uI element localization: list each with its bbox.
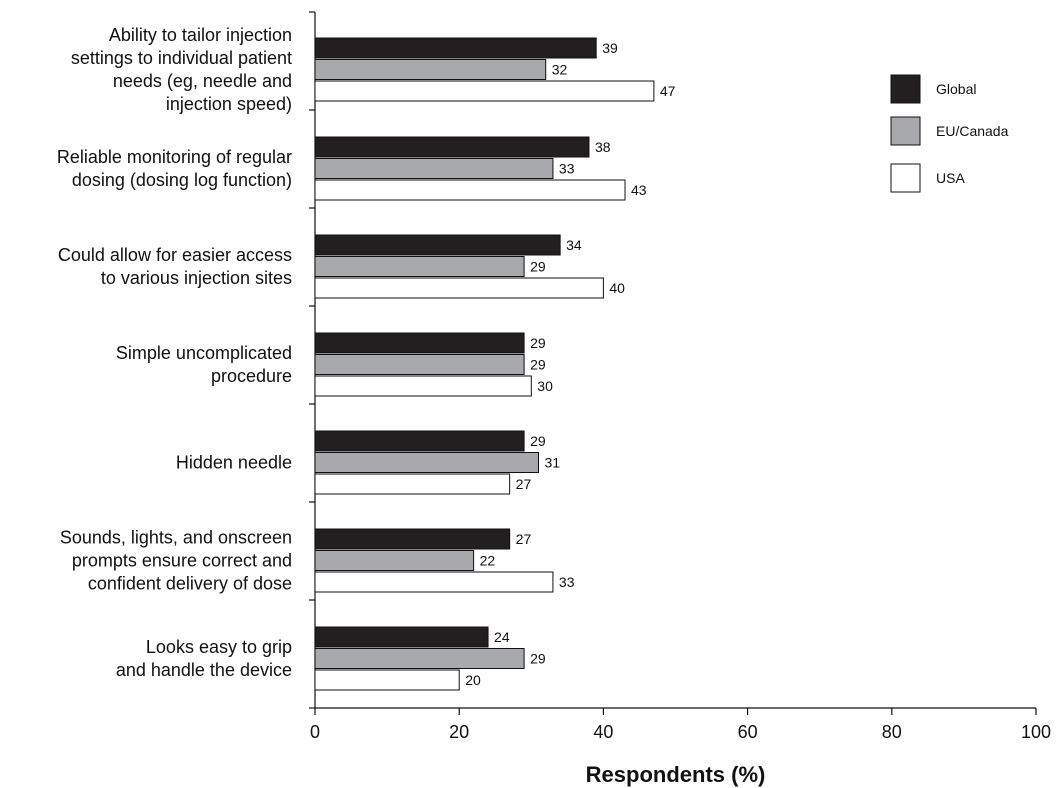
x-tick-label: 80 [882,722,902,742]
bar-global [314,528,511,550]
bar-usa [314,179,626,201]
bar-value-label: 27 [516,476,532,492]
bar-eu-canada [314,550,475,571]
category-label: Ability to tailor injection [109,25,292,45]
bar-value-label: 29 [530,651,546,667]
bar-global [314,234,561,256]
category-label: prompts ensure correct and [72,551,292,571]
bar-global [314,626,489,648]
x-tick-label: 20 [449,722,469,742]
category-label: needs (eg, needle and [113,71,292,91]
bar-global [314,136,590,158]
legend-swatch [890,116,921,146]
bar-eu-canada [314,59,547,80]
category-label: confident delivery of dose [88,574,292,594]
x-tick-label: 40 [593,722,613,742]
bar-value-label: 30 [537,378,553,394]
bar-value-label: 43 [631,182,647,198]
bar-value-label: 29 [530,433,546,449]
category-label: dosing (dosing log function) [72,170,292,190]
bar-global [314,332,525,354]
category-label: Reliable monitoring of regular [57,147,292,167]
x-axis-title: Respondents (%) [586,762,766,787]
bar-value-label: 39 [602,40,618,56]
bar-usa [314,277,604,299]
bar-value-label: 38 [595,139,611,155]
category-label: Could allow for easier access [58,245,292,265]
bar-value-label: 20 [465,672,481,688]
category-label: Looks easy to grip [146,637,292,657]
bar-eu-canada [314,452,540,473]
category-label: injection speed) [166,94,292,114]
category-label: procedure [211,366,292,386]
category-label: to various injection sites [101,268,292,288]
bar-value-label: 33 [559,574,575,590]
bar-value-label: 47 [660,83,676,99]
category-label: and handle the device [116,660,292,680]
bar-usa [314,375,532,397]
bar-value-label: 29 [530,259,546,275]
category-label: Hidden needle [176,453,292,473]
bar-usa [314,669,460,691]
legend-swatch [890,74,921,104]
bar-eu-canada [314,256,525,277]
category-label: Sounds, lights, and onscreen [60,528,292,548]
bar-usa [314,80,655,102]
bar-value-label: 33 [559,161,575,177]
legend-swatch [890,163,921,193]
x-tick-label: 60 [738,722,758,742]
bar-usa [314,571,554,593]
bar-value-label: 27 [516,531,532,547]
bar-eu-canada [314,354,525,375]
bar-eu-canada [314,648,525,669]
x-tick-label: 100 [1021,722,1051,742]
category-label: settings to individual patient [71,48,292,68]
category-label: Simple uncomplicated [116,343,292,363]
bar-usa [314,473,511,495]
bar-value-label: 29 [530,335,546,351]
bar-value-label: 40 [609,280,625,296]
bar-value-label: 32 [552,62,568,78]
bar-eu-canada [314,158,554,179]
bar-global [314,430,525,452]
bar-global [314,37,597,59]
x-tick-label: 0 [310,722,320,742]
legend-label: USA [936,170,965,186]
legend-label: Global [936,81,976,97]
bar-value-label: 24 [494,629,510,645]
bar-value-label: 29 [530,357,546,373]
bar-value-label: 34 [566,237,582,253]
legend-label: EU/Canada [936,123,1009,139]
bar-value-label: 22 [480,553,496,569]
bar-value-label: 31 [545,455,561,471]
